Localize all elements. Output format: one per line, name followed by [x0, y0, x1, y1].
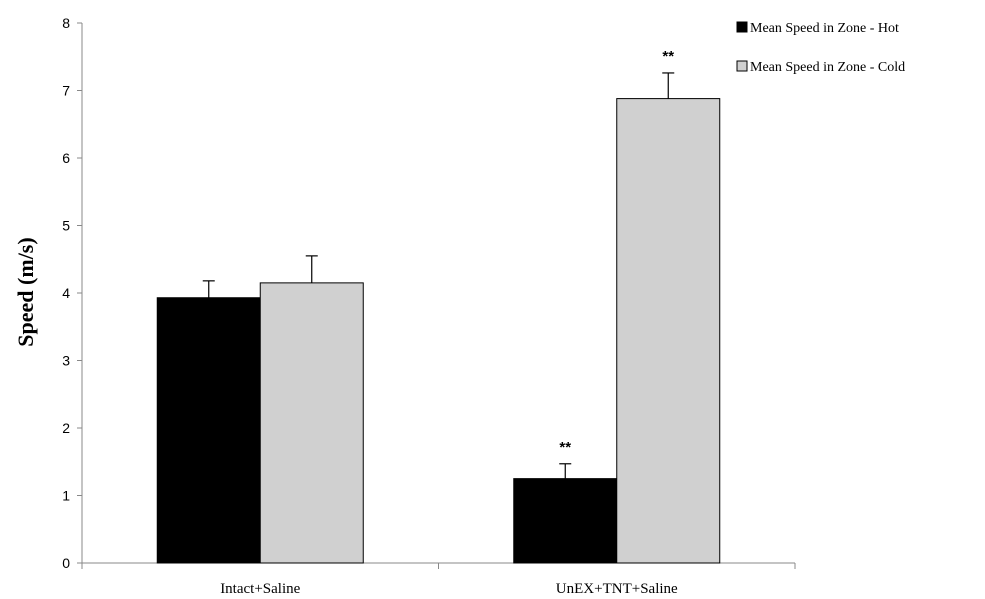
y-tick-label: 0 — [62, 555, 70, 571]
bar — [616, 98, 721, 564]
y-tick-label: 6 — [62, 150, 70, 166]
x-axis: Intact+Saline UnEX+TNT+Saline — [81, 562, 796, 597]
y-axis: 0 1 2 3 4 5 6 7 8 — [62, 15, 83, 571]
legend-label: Mean Speed in Zone - Cold — [750, 60, 905, 75]
x-tick-label: UnEX+TNT+Saline — [556, 581, 678, 597]
bar — [513, 478, 618, 564]
y-tick-label: 1 — [62, 488, 70, 504]
legend: Mean Speed in Zone - Hot Mean Speed in Zo… — [736, 21, 905, 75]
y-tick-label: 2 — [62, 420, 70, 436]
y-tick-label: 7 — [62, 83, 70, 99]
y-tick-label: 8 — [62, 15, 70, 31]
legend-swatch — [736, 21, 748, 33]
bar — [259, 282, 364, 564]
y-tick-label: 5 — [62, 218, 70, 234]
legend-label: Mean Speed in Zone - Hot — [750, 21, 899, 36]
y-axis-label: Speed (m/s) — [13, 237, 38, 346]
bar — [156, 297, 261, 564]
significance-annotation: ** — [662, 48, 674, 65]
significance-annotation: ** — [559, 439, 571, 456]
x-tick-label: Intact+Saline — [220, 581, 300, 597]
legend-swatch — [736, 60, 748, 72]
bars: ** ** — [156, 48, 721, 564]
y-tick-label: 4 — [62, 285, 70, 301]
y-tick-label: 3 — [62, 353, 70, 369]
